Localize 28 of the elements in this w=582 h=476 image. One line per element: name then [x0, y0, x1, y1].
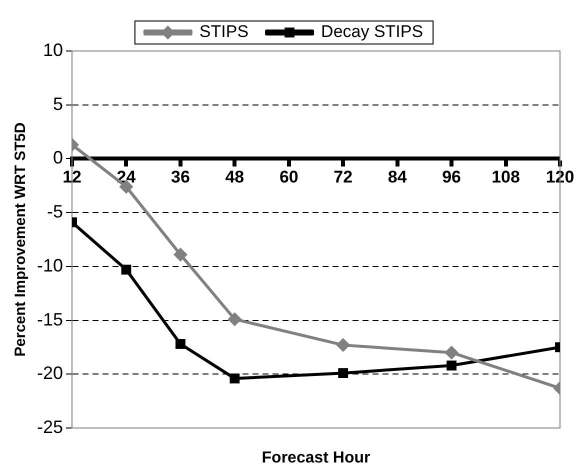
y-tick-label: -5	[47, 202, 64, 222]
y-tick-label: -10	[37, 255, 64, 276]
point	[338, 368, 348, 378]
x-tick-label: 60	[279, 168, 298, 187]
point	[230, 374, 240, 384]
y-axis-title: Percent Improvement WRT ST5D	[12, 122, 30, 357]
point	[176, 339, 186, 349]
y-tick-label: -20	[37, 363, 64, 384]
x-tick-label: 120	[546, 168, 574, 187]
x-tick-label: 48	[225, 168, 244, 187]
x-tick-label: 36	[170, 168, 190, 187]
x-tick-label: 108	[492, 168, 520, 187]
x-tick-label: 84	[388, 168, 408, 187]
x-tick-label: 12	[62, 168, 82, 187]
x-tick-label: 72	[334, 168, 353, 187]
point	[228, 312, 242, 326]
y-tick-label: 10	[42, 40, 64, 60]
y-tick-label: 5	[53, 94, 64, 114]
y-tick-label: 0	[53, 148, 64, 168]
point	[173, 248, 188, 262]
y-tick-label: -25	[37, 416, 64, 437]
x-axis-title: Forecast Hour	[262, 449, 370, 466]
y-tick-label: -15	[37, 309, 64, 330]
x-tick-label: 96	[442, 168, 462, 187]
point	[336, 338, 350, 352]
point	[121, 264, 132, 275]
legend-label: Decay STIPS	[321, 22, 424, 42]
legend-label: STIPS	[199, 22, 249, 42]
